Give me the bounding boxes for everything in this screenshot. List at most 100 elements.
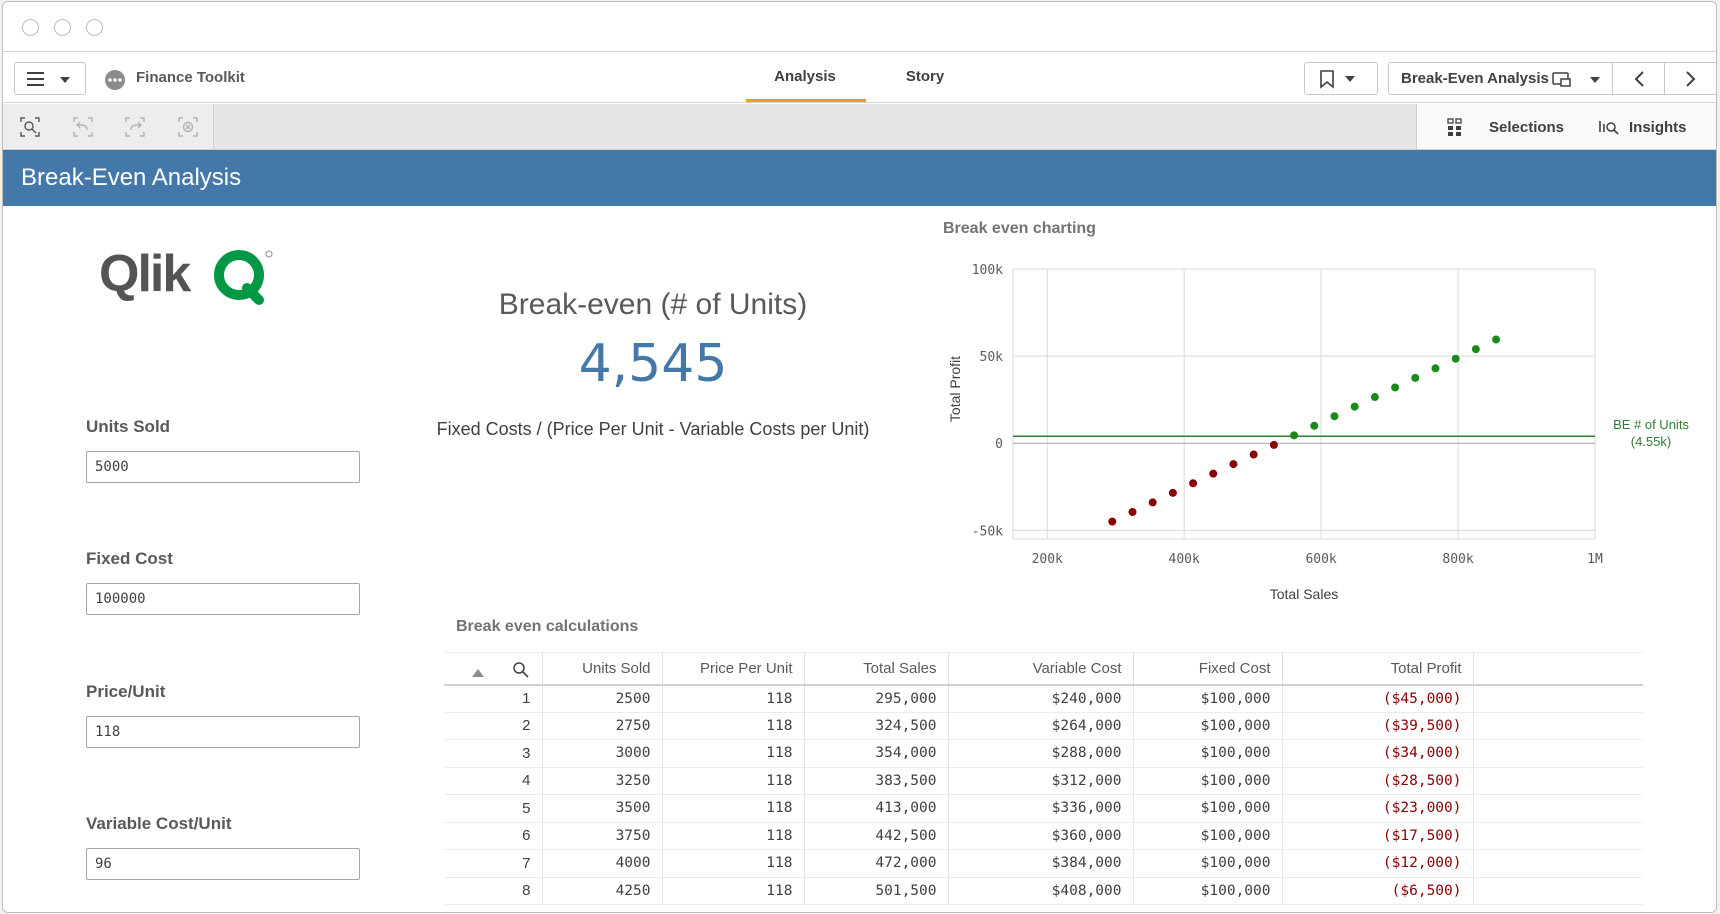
next-sheet-button[interactable] [1664, 62, 1716, 95]
row-index: 2 [444, 712, 543, 740]
data-point[interactable] [1350, 402, 1359, 411]
row-index: 7 [444, 849, 543, 878]
row-filler [1473, 877, 1643, 905]
price-per-unit-cell: 118 [662, 822, 805, 850]
variable-cost-cell: $384,000 [948, 849, 1134, 878]
table-row[interactable]: 3 3000 118 354,000 $288,000 $100,000 ($34,000) [444, 739, 1643, 768]
table-row[interactable]: 7 4000 118 472,000 $384,000 $100,000 ($12,000) [444, 849, 1643, 878]
table-row[interactable]: 4 3250 118 383,500 $312,000 $100,000 ($28,500) [444, 767, 1643, 795]
row-filler [1473, 767, 1643, 795]
total-profit-cell: ($12,000) [1282, 849, 1474, 878]
fixed-cost-cell: $100,000 [1133, 767, 1283, 795]
sheet-selector[interactable]: Break-Even Analysis [1388, 62, 1614, 95]
total-profit-cell: ($45,000) [1282, 684, 1474, 713]
units-sold-input[interactable]: 5000 [86, 451, 360, 483]
total-sales-cell: 413,000 [804, 794, 949, 823]
data-point[interactable] [1189, 479, 1198, 488]
y-tick-label: 0 [995, 437, 1003, 452]
window-maximize-dot[interactable] [86, 19, 103, 36]
table-header-index[interactable] [444, 652, 543, 686]
fixed-cost-cell: $100,000 [1133, 822, 1283, 850]
x-tick-label: 400k [1169, 552, 1200, 567]
total-profit-cell: ($6,500) [1282, 877, 1474, 905]
data-point[interactable] [1431, 364, 1440, 373]
data-point[interactable] [1451, 354, 1460, 363]
hamburger-icon [27, 71, 70, 86]
table-header-units-sold[interactable]: Units Sold [542, 652, 663, 686]
qlik-q-icon [214, 250, 273, 305]
table-header-filler [1473, 652, 1643, 686]
table-header-total-sales[interactable]: Total Sales [804, 652, 949, 686]
data-point[interactable] [1471, 345, 1480, 354]
data-point[interactable] [1370, 393, 1379, 402]
data-point[interactable] [1330, 412, 1339, 421]
table-header-fixed-cost[interactable]: Fixed Cost [1133, 652, 1283, 686]
x-tick-label: 800k [1442, 552, 1473, 567]
data-point[interactable] [1168, 488, 1177, 497]
data-point[interactable] [1310, 421, 1319, 430]
sort-ascending-icon[interactable] [472, 668, 484, 678]
navigation-menu-button[interactable] [14, 62, 86, 95]
data-point[interactable] [1209, 469, 1218, 478]
clear-selections-icon[interactable] [177, 116, 199, 138]
price-per-unit-cell: 118 [662, 877, 805, 905]
table-header-total-profit[interactable]: Total Profit [1282, 652, 1474, 686]
variable-cost-cell: $360,000 [948, 822, 1134, 850]
table-row[interactable]: 8 4250 118 501,500 $408,000 $100,000 ($6,500) [444, 877, 1643, 905]
table-row[interactable]: 6 3750 118 442,500 $360,000 $100,000 ($17,500) [444, 822, 1643, 850]
search-icon[interactable] [512, 661, 530, 679]
data-point[interactable] [1108, 517, 1117, 526]
variable-cost-label: Variable Cost/Unit [86, 814, 232, 833]
fixed-cost-cell: $100,000 [1133, 739, 1283, 768]
reference-line-sublabel: (4.55k) [1631, 434, 1671, 449]
data-point[interactable] [1290, 431, 1299, 440]
total-sales-cell: 383,500 [804, 767, 949, 795]
table-row[interactable]: 5 3500 118 413,000 $336,000 $100,000 ($23,000) [444, 794, 1643, 823]
app-icon [105, 70, 125, 90]
data-point[interactable] [1391, 383, 1400, 392]
price-per-unit-input[interactable]: 118 [86, 716, 360, 748]
data-point[interactable] [1411, 373, 1420, 382]
table-header-variable-cost[interactable]: Variable Cost [948, 652, 1134, 686]
window-close-dot[interactable] [22, 19, 39, 36]
bookmarks-button[interactable] [1304, 62, 1378, 95]
insights-icon[interactable] [1598, 118, 1620, 138]
selections-button[interactable]: Selections [1489, 119, 1565, 136]
row-filler [1473, 684, 1643, 713]
step-back-icon[interactable] [72, 116, 94, 138]
selections-icon[interactable] [1447, 118, 1467, 138]
window-minimize-dot[interactable] [54, 19, 71, 36]
tab-analysis[interactable]: Analysis [774, 68, 836, 85]
selection-tools [3, 104, 214, 149]
data-point[interactable] [1249, 450, 1258, 459]
break-even-chart[interactable]: 100k 50k 0 -50k 200k 400k 600k 800k 1M Total Sale… [933, 244, 1717, 614]
units-sold-cell: 3250 [542, 767, 663, 795]
data-point[interactable] [1128, 508, 1137, 516]
total-profit-cell: ($39,500) [1282, 712, 1474, 740]
total-profit-cell: ($17,500) [1282, 822, 1474, 850]
insights-button[interactable]: Insights [1629, 119, 1687, 136]
price-per-unit-cell: 118 [662, 849, 805, 878]
break-even-table[interactable]: Units Sold Price Per Unit Total Sales Va… [444, 652, 1643, 905]
table-row[interactable]: 1 2500 118 295,000 $240,000 $100,000 ($45,000) [444, 684, 1643, 713]
y-tick-label: 50k [980, 350, 1004, 365]
x-tick-label: 1M [1587, 552, 1603, 567]
sheet-content: Qlik Units Sold 5000 Fixed Cost 100000 P… [3, 206, 1716, 912]
data-point[interactable] [1492, 335, 1501, 344]
smart-search-icon[interactable] [19, 116, 41, 138]
table-row[interactable]: 2 2750 118 324,500 $264,000 $100,000 ($39,500) [444, 712, 1643, 740]
data-point[interactable] [1229, 460, 1238, 469]
data-point[interactable] [1148, 498, 1157, 507]
table-header-price-per-unit[interactable]: Price Per Unit [662, 652, 805, 686]
row-index: 5 [444, 794, 543, 823]
data-point[interactable] [1269, 440, 1278, 449]
previous-sheet-button[interactable] [1612, 62, 1665, 95]
total-sales-cell: 472,000 [804, 849, 949, 878]
row-filler [1473, 712, 1643, 740]
y-tick-label: 100k [972, 263, 1003, 278]
tab-story[interactable]: Story [905, 68, 945, 85]
variable-cost-input[interactable]: 96 [86, 848, 360, 880]
step-forward-icon[interactable] [124, 116, 146, 138]
fixed-cost-input[interactable]: 100000 [86, 583, 360, 615]
